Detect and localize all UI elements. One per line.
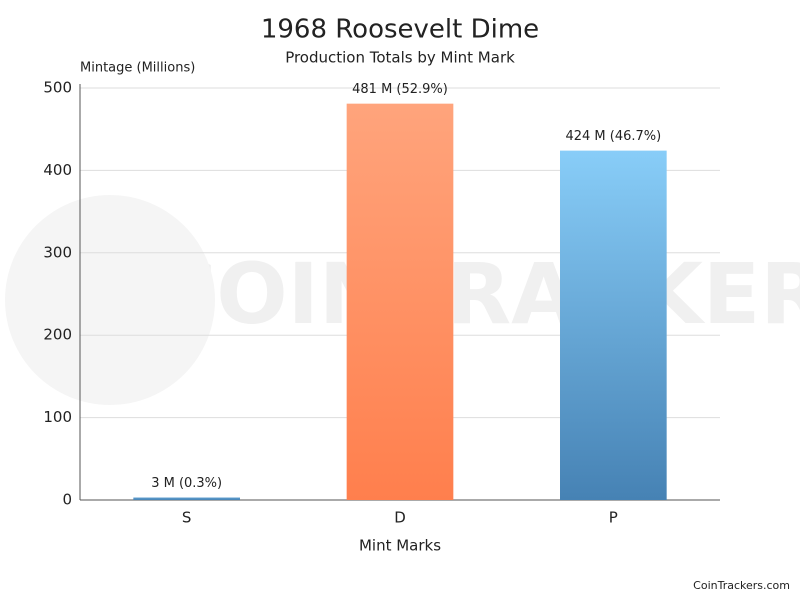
value-label: 481 M (52.9%) [352,82,448,97]
x-tick-label: P [609,509,618,527]
y-tick-label: 300 [43,243,72,261]
bar [347,104,454,500]
x-tick-label: S [182,509,192,527]
bar [560,151,667,500]
y-tick-label: 200 [43,326,72,344]
watermark-logo [5,195,215,405]
bar [133,498,240,500]
y-tick-label: 400 [43,161,72,179]
x-axis-title: Mint Marks [359,537,441,555]
value-label: 3 M (0.3%) [151,476,222,491]
footer: CoinTrackers.com [693,579,790,592]
y-tick-label: 100 [43,408,72,426]
x-tick-label: D [394,509,406,527]
y-tick-label: 500 [43,79,72,97]
value-label: 424 M (46.7%) [565,129,661,144]
chart-title: 1968 Roosevelt Dime [261,15,539,45]
chart-subtitle: Production Totals by Mint Mark [285,49,515,67]
y-axis-title: Mintage (Millions) [80,61,195,76]
watermark: COINTRACKERS [155,245,800,343]
y-tick-label: 0 [62,491,72,509]
